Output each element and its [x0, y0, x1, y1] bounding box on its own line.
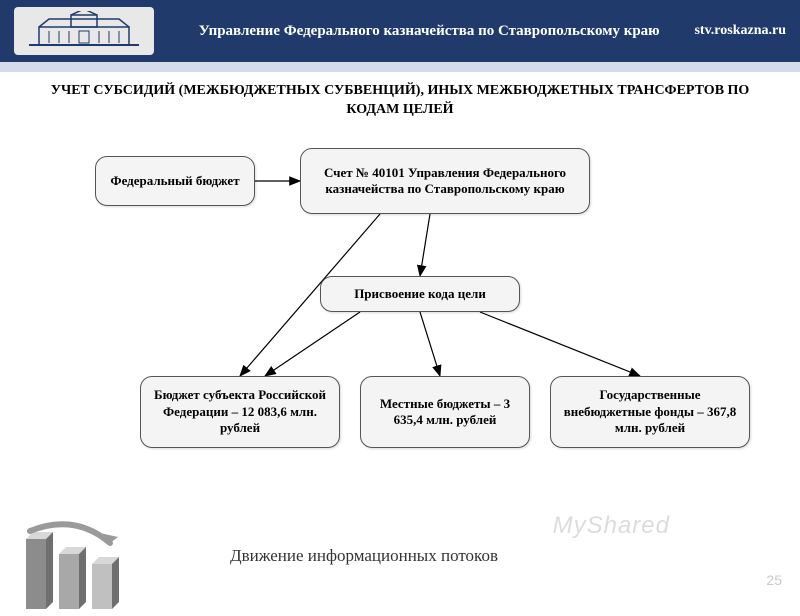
node-subject-budget: Бюджет субъекта Российской Федерации – 1… — [140, 376, 340, 448]
page-number: 25 — [766, 572, 782, 588]
footer-caption: Движение информационных потоков — [230, 546, 498, 566]
node-local-budgets: Местные бюджеты – 3 635,4 млн. рублей — [360, 376, 530, 448]
node-extrabudget-funds: Государственные внебюджетные фонды – 367… — [550, 376, 750, 448]
header-title: Управление Федерального казначейства по … — [164, 22, 694, 41]
header-bar: Управление Федерального казначейства по … — [0, 0, 800, 62]
subheader-band — [0, 62, 800, 72]
node-federal-budget: Федеральный бюджет — [95, 156, 255, 206]
building-icon — [19, 11, 149, 51]
page-title: УЧЕТ СУБСИДИЙ (МЕЖБЮДЖЕТНЫХ СУБВЕНЦИЙ), … — [0, 72, 800, 126]
org-logo — [14, 7, 154, 55]
header-url: stv.roskazna.ru — [694, 23, 786, 39]
bars-3d-icon — [20, 521, 130, 611]
node-assign-code: Присвоение кода цели — [320, 276, 520, 312]
flowchart: Федеральный бюджет Счет № 40101 Управлен… — [0, 126, 800, 566]
node-treasury-account: Счет № 40101 Управления Федерального каз… — [300, 148, 590, 214]
